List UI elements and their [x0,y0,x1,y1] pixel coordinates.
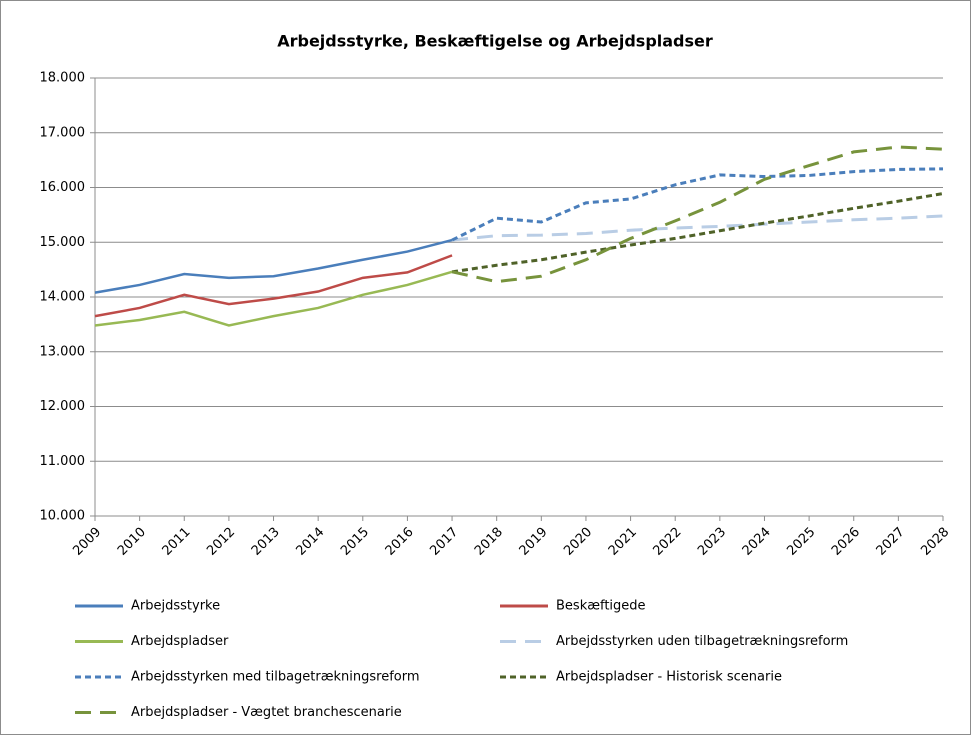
legend-label: Arbejdspladser - Historisk scenarie [556,670,782,685]
y-tick-label: 18.000 [40,71,86,86]
y-tick-label: 13.000 [40,344,86,359]
series-line [94,238,453,294]
series-line [451,214,944,242]
y-tick-label: 17.000 [40,125,86,140]
y-tick-label: 15.000 [40,235,86,250]
y-tick-label: 12.000 [40,399,86,414]
chart-title: Arbejdsstyrke, Beskæftigelse og Arbejdsp… [277,32,713,51]
y-tick-label: 14.000 [40,290,86,305]
legend-label: Arbejdspladser - Vægtet branchescenarie [131,705,402,720]
series-line [94,254,453,318]
y-tick-label: 16.000 [40,180,86,195]
legend-label: Arbejdsstyrken uden tilbagetrækningsrefo… [556,634,848,649]
series-line [451,167,944,242]
legend-label: Arbejdsstyrke [131,599,220,614]
series-line [451,192,944,274]
series-line [94,270,453,327]
legend-label: Beskæftigede [556,599,646,614]
y-tick-label: 11.000 [40,454,86,469]
series-line [451,145,944,284]
legend-label: Arbejdsstyrken med tilbagetrækningsrefor… [131,670,420,685]
y-tick-label: 10.000 [40,509,86,524]
legend-label: Arbejdspladser [131,634,229,649]
